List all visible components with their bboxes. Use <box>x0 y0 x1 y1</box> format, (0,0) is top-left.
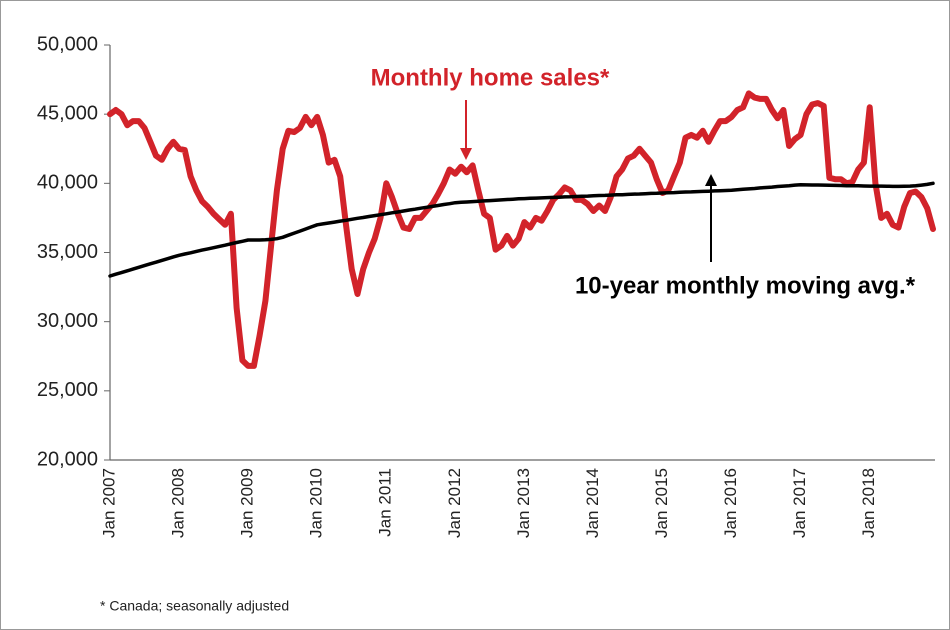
x-tick-label: Jan 2013 <box>514 468 533 538</box>
y-tick-label: 30,000 <box>37 310 98 332</box>
x-tick-label: Jan 2018 <box>859 468 878 538</box>
y-tick-label: 45,000 <box>37 102 98 124</box>
x-tick-label: Jan 2017 <box>790 468 809 538</box>
series-label: 10-year monthly moving avg.* <box>575 272 916 299</box>
x-tick-label: Jan 2009 <box>238 468 257 538</box>
x-tick-label: Jan 2011 <box>376 468 395 537</box>
x-tick-label: Jan 2010 <box>307 468 326 538</box>
y-tick-label: 25,000 <box>37 379 98 401</box>
y-tick-label: 35,000 <box>37 241 98 263</box>
x-tick-label: Jan 2012 <box>445 468 464 538</box>
y-tick-label: 50,000 <box>37 33 98 55</box>
x-tick-label: Jan 2016 <box>721 468 740 538</box>
series-label: Monthly home sales* <box>371 64 610 91</box>
x-tick-label: Jan 2008 <box>169 468 188 538</box>
series-line <box>107 90 936 369</box>
series-line <box>108 181 935 278</box>
arrow-head <box>460 148 472 160</box>
y-tick-label: 40,000 <box>37 172 98 194</box>
x-tick-label: Jan 2014 <box>583 468 602 538</box>
arrow-head <box>705 174 717 186</box>
y-tick-label: 20,000 <box>37 448 98 470</box>
x-tick-label: Jan 2015 <box>652 468 671 538</box>
footnote: * Canada; seasonally adjusted <box>100 598 289 614</box>
x-tick-label: Jan 2007 <box>99 468 118 538</box>
